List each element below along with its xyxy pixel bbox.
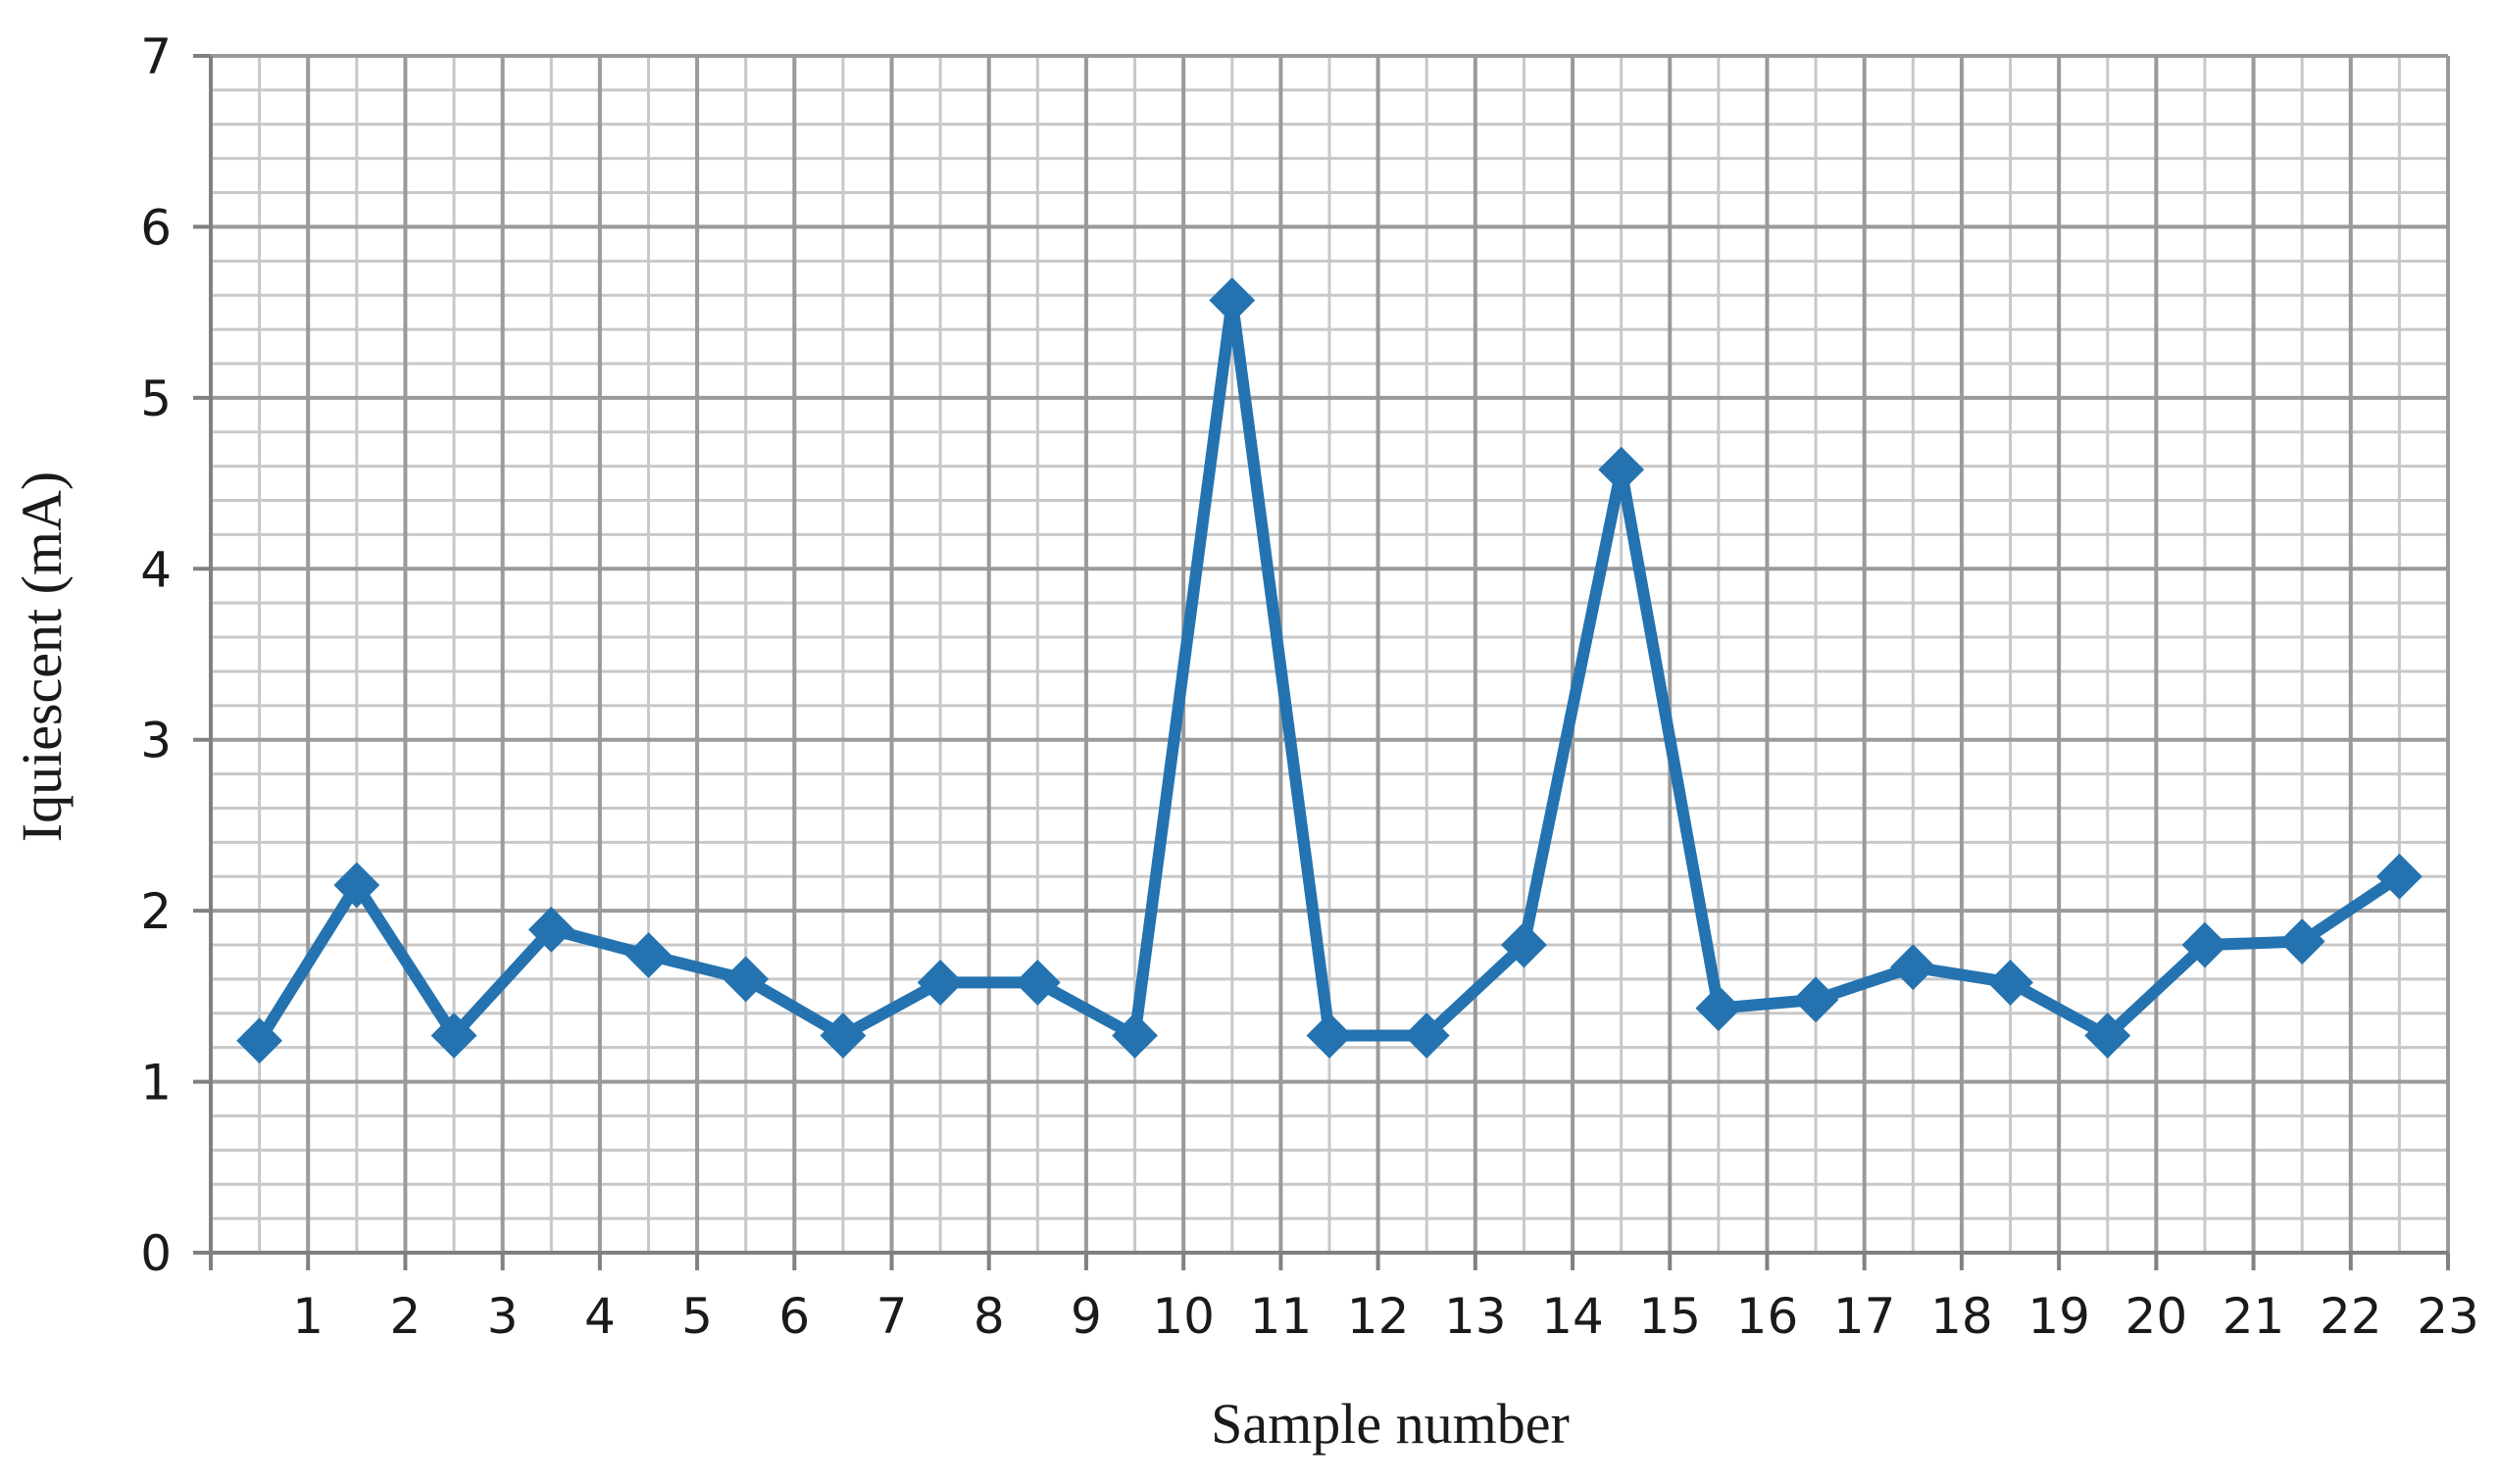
data-point-marker (820, 1013, 867, 1059)
y-tick-label: 1 (140, 1055, 172, 1112)
data-point-marker (1403, 1013, 1450, 1059)
x-tick-label: 16 (1736, 1288, 1799, 1345)
axes (193, 54, 2450, 1270)
data-point-marker (1014, 959, 1061, 1006)
y-tick-label: 2 (140, 883, 172, 940)
data-point-marker (1889, 944, 1936, 991)
x-tick-label: 17 (1833, 1288, 1896, 1345)
data-point-marker (1112, 1013, 1158, 1059)
data-point-marker (625, 932, 672, 978)
x-tick-label: 6 (778, 1288, 810, 1345)
data-point-marker (917, 959, 964, 1006)
x-tick-label: 7 (876, 1288, 908, 1345)
x-tick-label: 8 (974, 1288, 1005, 1345)
y-tick-label: 5 (140, 371, 172, 427)
x-tick-label: 10 (1152, 1288, 1215, 1345)
x-tick-label: 19 (2027, 1288, 2090, 1345)
series (236, 277, 2423, 1064)
x-tick-label: 21 (2223, 1288, 2285, 1345)
data-point-marker (1987, 959, 2033, 1006)
x-tick-label: 15 (1638, 1288, 1701, 1345)
x-tick-label: 13 (1444, 1288, 1507, 1345)
data-point-marker (1695, 985, 1742, 1031)
grid (211, 54, 2450, 1253)
data-point-marker (527, 906, 575, 953)
data-point-marker (723, 956, 770, 1003)
x-tick-label: 2 (390, 1288, 422, 1345)
y-tick-label: 3 (140, 713, 172, 769)
x-tick-label: 4 (584, 1288, 616, 1345)
data-point-marker (333, 862, 380, 909)
x-tick-label: 14 (1541, 1288, 1604, 1345)
data-point-marker (1306, 1013, 1353, 1059)
data-point-marker (1792, 976, 1839, 1023)
data-point-marker (2181, 921, 2228, 968)
x-tick-label: 18 (1930, 1288, 1993, 1345)
data-point-marker (1209, 277, 1256, 323)
x-tick-label: 5 (681, 1288, 713, 1345)
data-point-marker (430, 1013, 477, 1059)
x-axis-title: Sample number (1211, 1392, 1570, 1456)
data-point-marker (236, 1017, 283, 1064)
data-point-marker (1501, 921, 1547, 968)
x-tick-label: 20 (2125, 1288, 2188, 1345)
y-axis-title: Iquiescent (mA) (10, 471, 74, 842)
data-point-marker (2375, 853, 2423, 900)
y-tick-label: 6 (140, 199, 172, 256)
y-tick-label: 7 (140, 28, 172, 85)
x-tick-label: 9 (1071, 1288, 1102, 1345)
data-point-marker (2084, 1013, 2131, 1059)
x-tick-label: 12 (1347, 1288, 1410, 1345)
x-tick-label: 11 (1250, 1288, 1313, 1345)
x-tick-label: 23 (2417, 1288, 2479, 1345)
data-point-marker (1598, 446, 1645, 493)
x-tick-label: 1 (292, 1288, 324, 1345)
x-tick-label: 22 (2320, 1288, 2382, 1345)
y-tick-label: 4 (140, 541, 172, 598)
x-tick-label: 3 (487, 1288, 519, 1345)
data-point-marker (2278, 918, 2325, 965)
y-tick-label: 0 (140, 1225, 172, 1282)
